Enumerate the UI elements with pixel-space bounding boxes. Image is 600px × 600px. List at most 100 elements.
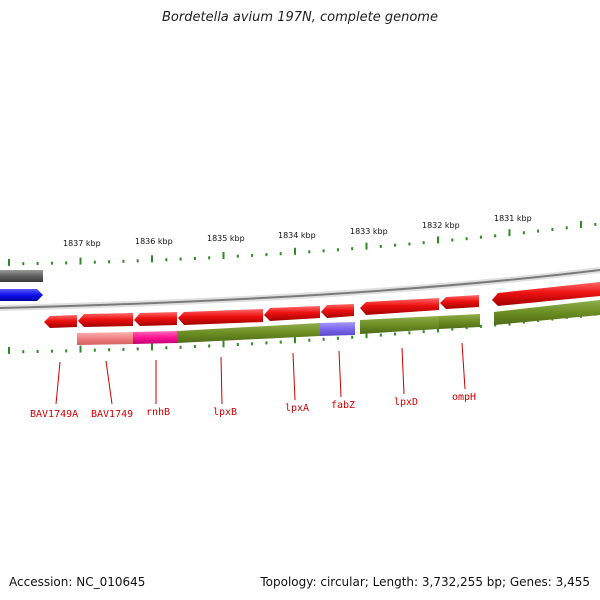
minor-tick [465,237,468,241]
minor-tick [193,256,196,260]
minor-tick [394,332,397,336]
major-tick [79,257,82,265]
minor-tick [336,248,339,252]
feature-bar-pink [77,332,133,345]
major-tick [222,340,225,348]
scale-label: 1832 kbp [422,221,460,230]
minor-tick [36,262,39,265]
major-tick [508,229,511,237]
scale-label: 1831 kbp [494,214,532,223]
gene-leader-lines [55,342,466,405]
gene-arrow-BAV1749 [78,313,133,327]
feature-bars [77,300,600,345]
major-tick [151,343,153,351]
minor-tick [565,226,568,230]
minor-tick [451,238,454,242]
gene-label: BAV1749A [30,409,78,420]
leader-line [401,347,405,395]
major-tick [8,346,10,354]
minor-tick [251,253,254,257]
minor-tick [265,253,268,257]
major-tick [365,331,368,339]
minor-tick [422,241,425,245]
major-tick [151,255,153,263]
feature-bar-magenta [133,331,177,344]
leader-line [55,361,61,405]
minor-tick [165,258,168,262]
minor-tick [208,256,211,260]
accession-text: Accession: NC_010645 [9,575,146,589]
minor-tick [465,326,468,330]
gray-feature [0,270,43,282]
gene-label: lpxB [213,407,237,418]
scale-labels: 1837 kbp 1836 kbp 1835 kbp 1834 kbp 1833… [63,214,532,248]
minor-tick [236,254,239,258]
minor-tick [408,331,411,335]
reverse-genes [44,282,600,328]
gene-arrow-rnhB [134,312,177,326]
gene-arrow-fabZ [321,304,354,318]
minor-tick [122,259,125,263]
genome-info-text: Topology: circular; Length: 3,732,255 bp… [260,575,590,589]
minor-tick [108,260,111,264]
scale-label: 1836 kbp [135,237,173,246]
minor-tick [494,323,497,327]
major-tick [437,236,439,244]
gene-arrow-lpxD [360,298,439,315]
gene-arrow-lpxB [178,309,263,325]
minor-tick [208,344,211,348]
leader-line [220,356,223,405]
gene-label: fabZ [331,400,355,411]
minor-tick [336,336,339,340]
major-tick [365,242,368,250]
minor-tick [537,229,540,233]
major-tick [580,221,582,229]
minor-tick [522,231,525,235]
minor-tick [22,262,25,266]
minor-tick [265,341,268,345]
genome-title: Bordetella avium 197N, complete genome [162,10,438,25]
minor-tick [408,242,411,246]
minor-tick [479,324,482,328]
scale-label: 1837 kbp [63,239,101,248]
minor-tick [65,349,68,353]
feature-bar-olive [439,314,480,329]
minor-tick [50,349,53,353]
major-tick [8,258,10,266]
minor-tick [594,222,597,226]
minor-tick [136,259,139,263]
minor-tick [308,338,311,342]
gene-labels: BAV1749A BAV1749 rnhB lpxB lpxA fabZ lpx… [30,392,476,420]
minor-tick [50,261,53,265]
major-tick [294,336,296,344]
major-tick [222,252,225,259]
minor-tick [236,343,239,346]
minor-tick [394,243,397,247]
minor-tick [279,340,282,344]
minor-tick [279,252,282,256]
minor-tick [165,346,168,350]
minor-tick [351,335,354,339]
minor-tick [179,257,182,261]
minor-tick [36,350,39,353]
gene-label: BAV1749 [91,409,133,420]
major-tick [79,345,82,353]
minor-tick [193,345,196,349]
minor-tick [551,228,554,231]
gene-arrow-lpxA [264,306,320,321]
gene-label: lpxD [394,397,418,408]
forward-gene-arrow [0,289,43,301]
major-tick [294,247,296,255]
minor-tick [351,247,354,251]
minor-tick [494,234,497,238]
minor-tick [108,348,111,352]
scale-label: 1833 kbp [350,227,388,236]
minor-tick [479,235,482,239]
minor-tick [322,337,325,341]
minor-tick [379,244,382,248]
feature-bar-lavender [320,322,355,336]
minor-tick [451,327,454,331]
scale-ticks-top [8,221,597,266]
gene-arrow-ompH [440,295,479,309]
